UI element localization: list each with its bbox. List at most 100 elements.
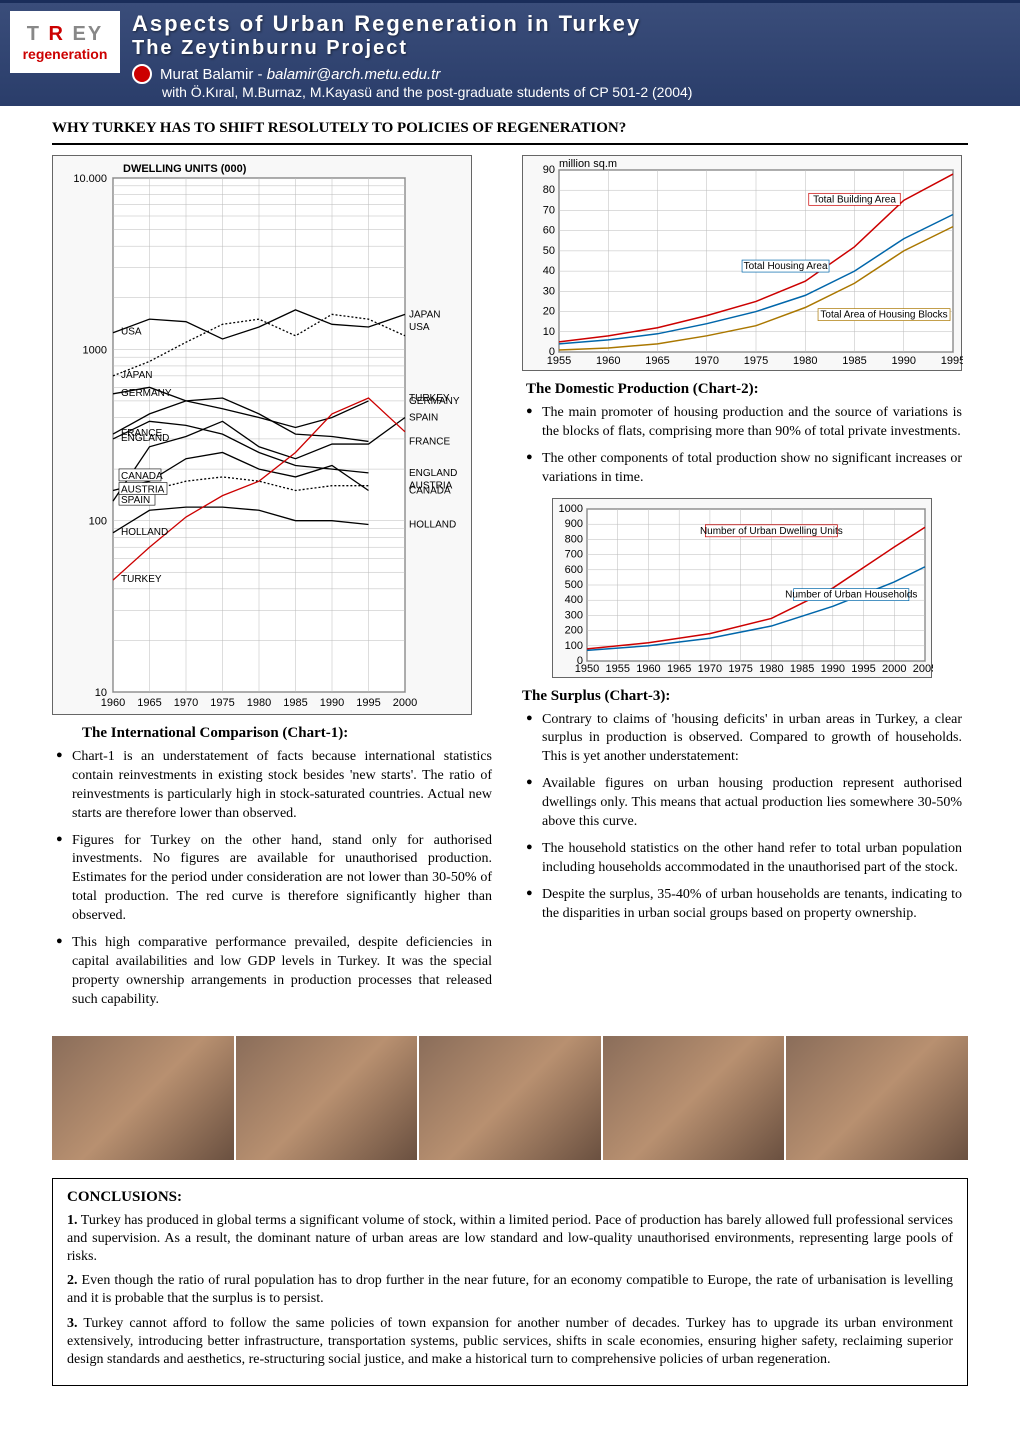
svg-text:FRANCE: FRANCE [409,436,450,447]
bullet-item: The household statistics on the other ha… [526,840,962,878]
conclusions-heading: CONCLUSIONS: [67,1189,953,1206]
conclusions-box: CONCLUSIONS: 1. Turkey has produced in g… [52,1178,968,1387]
svg-text:GERMANY: GERMANY [121,388,172,399]
svg-text:2000: 2000 [882,663,906,675]
svg-text:HOLLAND: HOLLAND [409,519,456,530]
page-subtitle: The Zeytinburnu Project [132,37,1010,60]
bullet-icon [132,64,152,84]
contributors-line: with Ö.Kıral, M.Burnaz, M.Kayasü and the… [162,84,1010,100]
svg-text:Number of Urban Households: Number of Urban Households [785,589,917,600]
svg-text:AUSTRIA: AUSTRIA [409,481,453,492]
svg-text:Number of Urban Dwelling Units: Number of Urban Dwelling Units [700,525,843,536]
conclusion-item: 2. Even though the ratio of rural popula… [67,1272,953,1308]
svg-text:1995: 1995 [356,697,380,709]
svg-text:Total Housing Area: Total Housing Area [744,261,828,272]
bullet-item: The main promoter of housing production … [526,404,962,442]
svg-text:SPAIN: SPAIN [409,413,438,424]
svg-text:SPAIN: SPAIN [121,495,150,506]
bullet-item: Figures for Turkey on the other hand, st… [56,832,492,926]
chart1-bullets: Chart-1 is an understatement of facts be… [52,748,492,1010]
logo-subtext: regeneration [23,46,108,62]
svg-text:10.000: 10.000 [73,173,107,185]
svg-text:1960: 1960 [596,355,620,367]
bullet-item: Available figures on urban housing produ… [526,775,962,832]
svg-text:1970: 1970 [695,355,719,367]
svg-text:1950: 1950 [575,663,599,675]
chart-1: DWELLING UNITS (000)10100100010.00019601… [52,155,472,715]
svg-text:800: 800 [565,533,583,545]
chart3-caption: The Surplus (Chart-3): [522,688,962,705]
svg-text:1960: 1960 [101,697,125,709]
svg-text:1960: 1960 [636,663,660,675]
svg-text:40: 40 [543,265,555,277]
svg-text:700: 700 [565,548,583,560]
svg-text:1985: 1985 [283,697,307,709]
svg-text:1995: 1995 [941,355,963,367]
svg-text:million sq.m: million sq.m [559,158,617,170]
svg-text:50: 50 [543,245,555,257]
svg-text:1975: 1975 [728,663,752,675]
conclusion-item: 3. Turkey cannot afford to follow the sa… [67,1315,953,1370]
conclusion-item: 1. Turkey has produced in global terms a… [67,1212,953,1267]
logo: T R EY regeneration [10,11,120,73]
svg-text:500: 500 [565,579,583,591]
svg-text:1990: 1990 [821,663,845,675]
svg-text:1980: 1980 [247,697,271,709]
svg-text:900: 900 [565,518,583,530]
svg-text:1995: 1995 [851,663,875,675]
chart-2: million sq.m0102030405060708090195519601… [522,155,962,371]
svg-text:400: 400 [565,594,583,606]
svg-text:1985: 1985 [842,355,866,367]
svg-text:600: 600 [565,563,583,575]
svg-text:DWELLING UNITS (000): DWELLING UNITS (000) [123,163,247,175]
svg-text:200: 200 [565,624,583,636]
svg-text:60: 60 [543,225,555,237]
svg-text:ENGLAND: ENGLAND [409,468,457,479]
svg-text:USA: USA [121,327,142,338]
svg-text:1965: 1965 [137,697,161,709]
svg-text:JAPAN: JAPAN [121,370,153,381]
svg-text:1000: 1000 [559,503,583,515]
svg-text:20: 20 [543,306,555,318]
author-line: Murat Balamir - balamir@arch.metu.edu.tr [160,66,440,83]
svg-text:ENGLAND: ENGLAND [121,433,169,444]
photo-1 [52,1036,234,1160]
svg-text:1970: 1970 [174,697,198,709]
svg-text:1970: 1970 [698,663,722,675]
svg-text:1955: 1955 [605,663,629,675]
chart3-bullets: Contrary to claims of 'housing deficits'… [522,711,962,924]
svg-text:TURKEY: TURKEY [121,574,162,585]
svg-text:Total Building Area: Total Building Area [813,194,896,205]
section-heading: WHY TURKEY HAS TO SHIFT RESOLUTELY TO PO… [52,120,968,145]
bullet-item: The other components of total production… [526,450,962,488]
photo-3 [419,1036,601,1160]
photo-row [52,1036,968,1160]
svg-text:1965: 1965 [667,663,691,675]
svg-text:70: 70 [543,204,555,216]
chart2-caption: The Domestic Production (Chart-2): [526,381,962,398]
svg-text:1990: 1990 [892,355,916,367]
svg-text:JAPAN: JAPAN [409,309,441,320]
header-banner: T R EY regeneration Aspects of Urban Reg… [0,0,1020,106]
svg-text:CANADA: CANADA [121,471,163,482]
svg-text:1985: 1985 [790,663,814,675]
chart-3: 0100200300400500600700800900100019501955… [552,498,932,678]
bullet-item: Chart-1 is an understatement of facts be… [56,748,492,824]
chart1-caption: The International Comparison (Chart-1): [82,725,492,742]
photo-2 [236,1036,418,1160]
svg-text:AUSTRIA: AUSTRIA [121,484,165,495]
svg-text:HOLLAND: HOLLAND [121,527,168,538]
svg-text:100: 100 [565,639,583,651]
svg-text:1980: 1980 [759,663,783,675]
svg-text:1000: 1000 [83,344,107,356]
svg-text:1955: 1955 [547,355,571,367]
bullet-item: Despite the surplus, 35-40% of urban hou… [526,886,962,924]
svg-text:1975: 1975 [744,355,768,367]
svg-text:GERMANY: GERMANY [409,396,460,407]
svg-text:80: 80 [543,184,555,196]
svg-text:90: 90 [543,164,555,176]
page-title: Aspects of Urban Regeneration in Turkey [132,11,1010,37]
svg-text:2005: 2005 [913,663,933,675]
bullet-item: Contrary to claims of 'housing deficits'… [526,711,962,768]
bullet-item: This high comparative performance prevai… [56,934,492,1010]
